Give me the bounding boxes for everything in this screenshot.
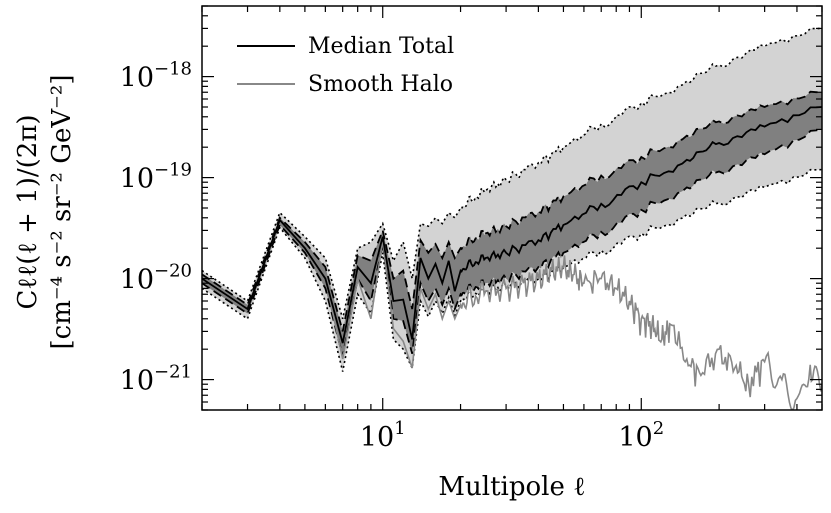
inner-band (202, 91, 822, 357)
y-tick-label: 10−21 (120, 362, 192, 397)
legend-label-smooth-halo: Smooth Halo (308, 72, 453, 97)
x-tick-label: 101 (360, 418, 406, 453)
x-tick-label: 102 (618, 418, 664, 453)
outer-band (202, 28, 822, 372)
y-axis-label-line1: Cℓℓ(ℓ + 1)/(2π) (13, 114, 43, 309)
axis-tick-labels: 101 102 10−21 10−20 10−19 10−18 (120, 59, 665, 453)
y-axis-label-line2: [cm⁻⁴ s⁻² sr⁻² GeV⁻²] (47, 75, 77, 350)
axis-ticks (201, 5, 823, 411)
smooth-halo-line (202, 218, 822, 410)
plot-area (202, 27, 822, 410)
legend: Median Total Smooth Halo (237, 34, 454, 97)
inner-band-upper-line (202, 90, 822, 332)
median-total-line (202, 106, 822, 344)
inner-band-lower-line (202, 128, 822, 357)
x-axis-label: Multipole ℓ (438, 472, 585, 502)
outer-band-lower-line (202, 168, 822, 372)
y-tick-label: 10−20 (120, 261, 192, 296)
legend-label-median-total: Median Total (308, 34, 454, 59)
y-tick-label: 10−19 (120, 160, 192, 195)
y-tick-label: 10−18 (120, 59, 192, 94)
